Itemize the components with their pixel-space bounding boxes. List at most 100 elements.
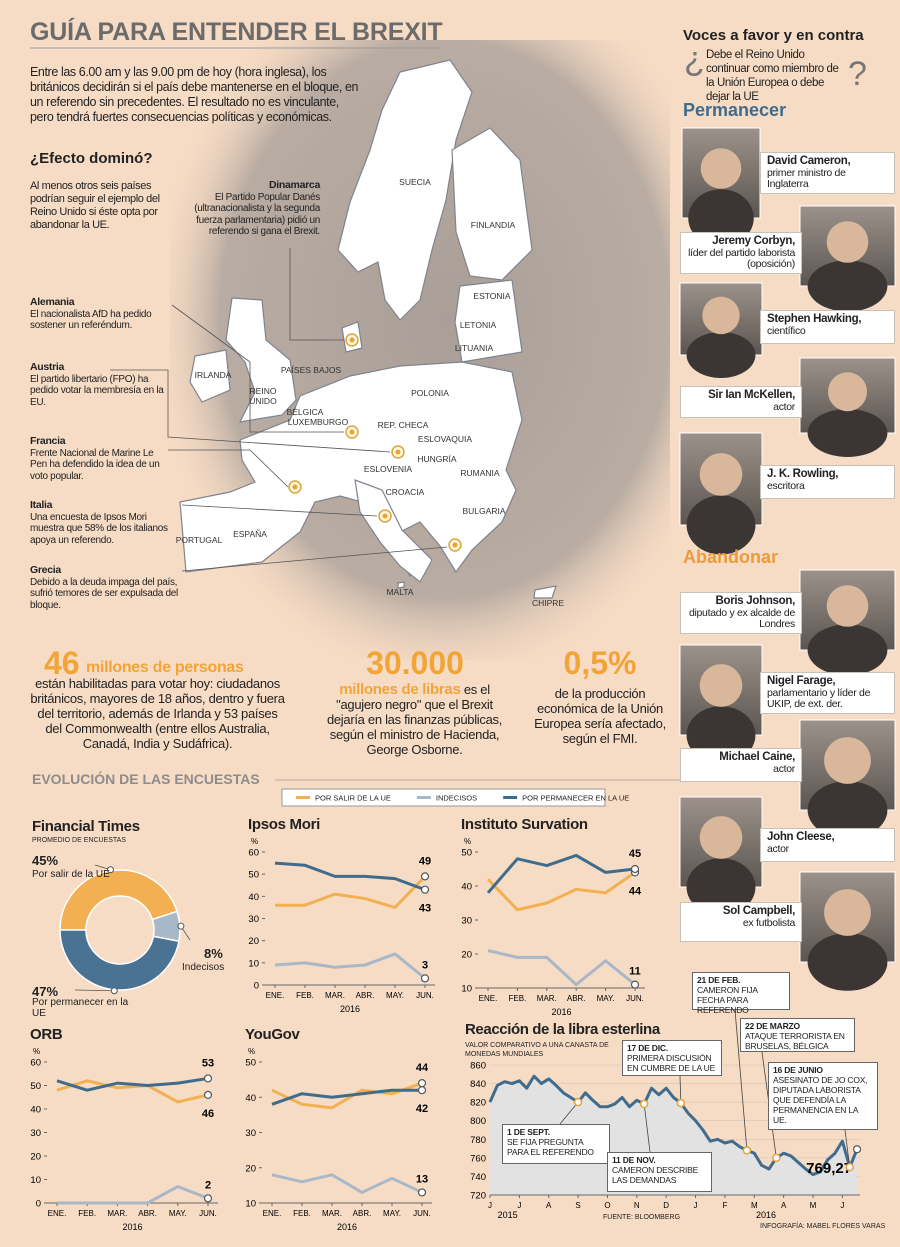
photo-body [686,331,756,379]
y-tick-label: 10 [245,1199,256,1210]
person-role: ex futbolista [742,916,795,929]
map-label: HUNGRÍA [417,454,457,464]
map [179,59,557,599]
callout-line [74,989,115,992]
y-tick-label: 40 [30,1105,41,1116]
y-tick-label: 50 [245,1058,256,1069]
value-label: 13 [416,1173,428,1185]
series-line [488,1074,859,1177]
x-tick-label: A [546,1201,552,1210]
y-tick-label: 50 [248,870,259,881]
person-box: Sir Ian McKellen, actor [680,386,802,418]
x-tick-label: FEB. [296,991,314,1000]
map-label: LITUANIA [454,343,494,353]
chart-title: ORB [30,1026,63,1043]
map-label: ESPAÑA [233,529,267,539]
end-dot [417,1079,427,1088]
stat-text: están habilitadas para votar hoy: ciudad… [30,676,285,751]
y-tick-label: 50 [30,1081,41,1092]
callout-country: Italia [30,499,53,511]
y-tick-label: 720 [470,1191,486,1202]
map-dot-core [349,429,355,435]
event-box: 22 DE MARZO ATAQUE TERRORISTA EN BRUSELAS… [740,1018,855,1052]
person-role: diputado y ex alcalde de Londres [688,606,795,630]
event-line [679,1075,682,1104]
person-role: primer ministro de Inglaterra [767,166,846,190]
value-label: 3 [422,959,428,971]
event-text: PRIMERA DISCUSIÓN EN CUMBRE DE LA UE [627,1053,716,1073]
callout-country: Alemania [30,296,75,308]
stat-unit: millones de personas [86,659,244,676]
person-name: Boris Johnson, [715,595,795,607]
end-dot [420,974,430,983]
callout-country: Grecia [30,564,61,576]
x-tick-label: ABR. [356,991,375,1000]
series-line [486,853,636,894]
event-line [643,1103,651,1153]
photo-head [699,453,743,496]
callout-dot [106,866,114,874]
event-text: ATAQUE TERRORISTA EN BRUSELAS, BÉLGICA [745,1031,845,1051]
event-date: 16 DE JUNIO [773,1065,823,1075]
person-box: Michael Caine, actor [680,748,802,782]
x-tick-label: JUN. [199,1209,217,1218]
value-label: 44 [416,1062,429,1074]
event-box: 11 DE NOV. CAMERON DESCRIBE LAS DEMANDAS [607,1152,712,1192]
leader-line [181,504,378,517]
x-tick-label: MAY. [597,994,615,1003]
event-text: ASESINATO DE JO COX, DIPUTADA LABORISTA … [773,1075,868,1125]
y-tick-label: 30 [248,914,259,925]
series-line [271,1088,422,1106]
category-label: Por permanecer en la UE [32,997,129,1019]
person-box: Stephen Hawking, científico [760,310,895,344]
y-tick-label: 860 [470,1061,486,1072]
callout-country: Austria [30,361,65,373]
x-tick-label: D [663,1201,669,1210]
year-label: 2016 [756,1210,776,1220]
value-label: 53 [202,1057,214,1069]
y-unit: % [33,1047,40,1056]
event-box: 1 DE SEPT. SE FIJA PREGUNTA PARA EL REFER… [502,1124,610,1164]
y-tick-label: 40 [245,1093,256,1104]
map-dot-core [292,484,298,490]
y-tick-label: 20 [245,1163,256,1174]
y-tick-label: 800 [470,1116,486,1127]
x-label: 2016 [337,1222,357,1232]
series-line [275,875,427,909]
y-tick-label: 760 [470,1153,486,1164]
continent [179,361,523,578]
callout: Francia Frente Nacional de Marine Le Pen … [30,435,170,482]
x-tick-label: M [810,1201,817,1210]
x-tick-label: A [781,1201,787,1210]
value-label: 43 [419,903,431,915]
x-label: 2016 [551,1007,571,1017]
event-text: SE FIJA PREGUNTA PARA EL REFERENDO [507,1137,594,1157]
remain-title: Permanecer [683,100,787,120]
map-label: SUECIA [399,177,431,187]
series-line [56,1079,209,1104]
x-tick-label: O [604,1201,610,1210]
x-tick-label: ENE. [48,1209,67,1218]
person-role: escritora [767,479,805,492]
value-label: 2 [205,1179,211,1191]
end-dot [417,1188,427,1197]
y-tick-label: 20 [461,950,472,961]
chart-title: Financial Times [32,818,140,835]
x-tick-label: MAY. [169,1209,187,1218]
end-dot [852,1145,862,1154]
end-dot [630,980,640,989]
person-role: actor [767,842,789,855]
series-line [57,1185,209,1205]
leader-line [110,369,391,453]
value-label: 11 [629,966,641,978]
map-dot-core [382,513,388,519]
photo-head [826,221,869,263]
map-label: IRLANDA [194,370,232,380]
chart-subtitle: PROMEDIO DE ENCUESTAS [32,837,126,844]
person-name: John Cleese, [767,831,835,843]
person-box: David Cameron, primer ministro de Inglate… [760,152,895,194]
event-text: CAMERON DESCRIBE LAS DEMANDAS [612,1165,699,1185]
callout-text: Frente Nacional de Marine Le Pen ha defe… [30,447,160,482]
stat-text: es el "agujero negro" que el Brexit deja… [326,682,503,757]
